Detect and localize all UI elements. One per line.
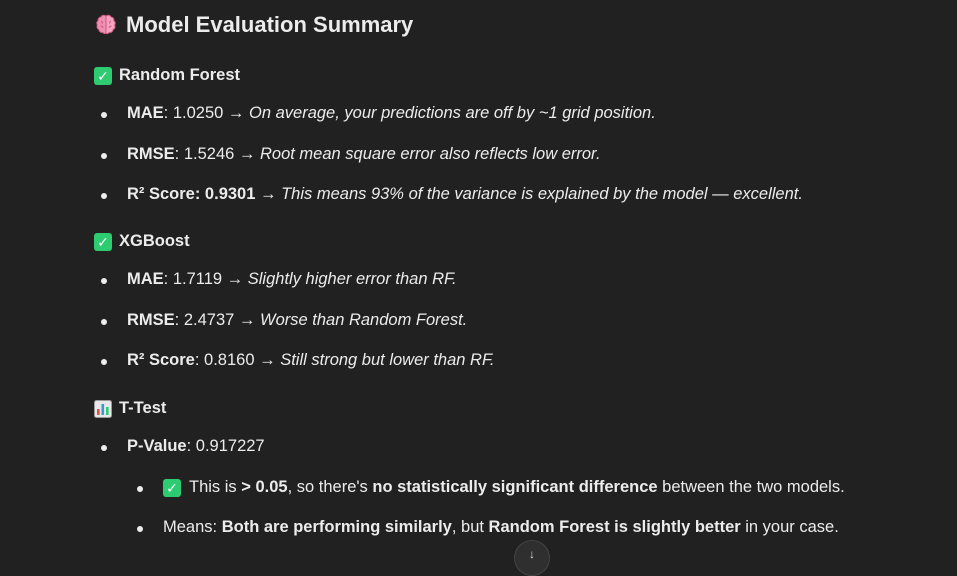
metric-note: On average, your predictions are off by … [249, 104, 656, 122]
metric-note: Slightly higher error than RF. [247, 270, 457, 288]
pvalue-label: P-Value [127, 437, 187, 455]
brain-icon [96, 14, 116, 35]
text-span: between the two models. [657, 478, 845, 496]
list-item: P-Value: 0.917227 [101, 437, 265, 456]
list-item: R² Score: 0.8160 → Still strong but lowe… [101, 351, 495, 370]
scroll-down-button[interactable]: ↓ [514, 540, 550, 576]
metric-value: → [255, 185, 277, 203]
section-title-text: XGBoost [119, 232, 190, 250]
list-item: MAE: 1.0250 → On average, your predictio… [101, 104, 656, 123]
metric-note: Still strong but lower than RF. [280, 351, 495, 369]
metric-value: : 1.0250 → [163, 104, 245, 122]
significance-text: no statistically significant difference [372, 478, 658, 496]
metric-value: : 1.7119 → [163, 270, 244, 288]
emphasis-text: Both are performing similarly [221, 518, 452, 536]
text-span: , so there's [287, 478, 373, 496]
metric-label: RMSE [127, 311, 175, 329]
section-title-text: T-Test [119, 399, 167, 417]
metric-note: Worse than Random Forest. [260, 311, 468, 329]
list-item: RMSE: 2.4737 → Worse than Random Forest. [101, 311, 468, 330]
list-item: Means: Both are performing similarly, bu… [137, 518, 839, 537]
bar-chart-icon [94, 399, 112, 418]
bullet-dot [101, 153, 107, 159]
text-span: Means: [163, 518, 222, 536]
check-icon: ✓ [163, 478, 181, 497]
check-icon: ✓ [94, 232, 112, 251]
metric-label: R² Score [127, 351, 195, 369]
metric-value: : 2.4737 → [174, 311, 256, 329]
section-random-forest: ✓ Random Forest [94, 66, 240, 85]
list-item: ✓ This is > 0.05, so there's no statisti… [137, 478, 845, 497]
section-title-text: Random Forest [119, 66, 241, 84]
text-span: , but [451, 518, 489, 536]
section-t-test: T-Test [94, 399, 166, 418]
text-span: in your case. [740, 518, 839, 536]
bullet-dot [137, 526, 143, 532]
bullet-dot [101, 359, 107, 365]
page-title-text: Model Evaluation Summary [126, 12, 414, 37]
metric-label: RMSE [127, 145, 175, 163]
text-span: This is [189, 478, 242, 496]
metric-note: This means 93% of the variance is explai… [281, 185, 803, 203]
metric-value: : 0.8160 → [194, 351, 276, 369]
section-xgboost: ✓ XGBoost [94, 232, 190, 251]
check-icon: ✓ [94, 66, 112, 85]
bullet-dot [101, 193, 107, 199]
list-item: RMSE: 1.5246 → Root mean square error al… [101, 145, 601, 164]
metric-value: : 1.5246 → [174, 145, 256, 163]
threshold-text: > 0.05 [241, 478, 288, 496]
arrow-down-icon: ↓ [529, 547, 535, 561]
bullet-dot [137, 486, 143, 492]
metric-label: R² Score: 0.9301 [127, 185, 256, 203]
metric-note: Root mean square error also reflects low… [260, 145, 601, 163]
bullet-dot [101, 278, 107, 284]
metric-label: MAE [127, 270, 164, 288]
page-title: Model Evaluation Summary [94, 12, 413, 38]
list-item: R² Score: 0.9301 → This means 93% of the… [101, 185, 803, 204]
bullet-dot [101, 445, 107, 451]
emphasis-text: Random Forest is slightly better [488, 518, 741, 536]
metric-label: MAE [127, 104, 164, 122]
list-item: MAE: 1.7119 → Slightly higher error than… [101, 270, 457, 289]
pvalue-value: : 0.917227 [186, 437, 265, 455]
bullet-dot [101, 319, 107, 325]
bullet-dot [101, 112, 107, 118]
